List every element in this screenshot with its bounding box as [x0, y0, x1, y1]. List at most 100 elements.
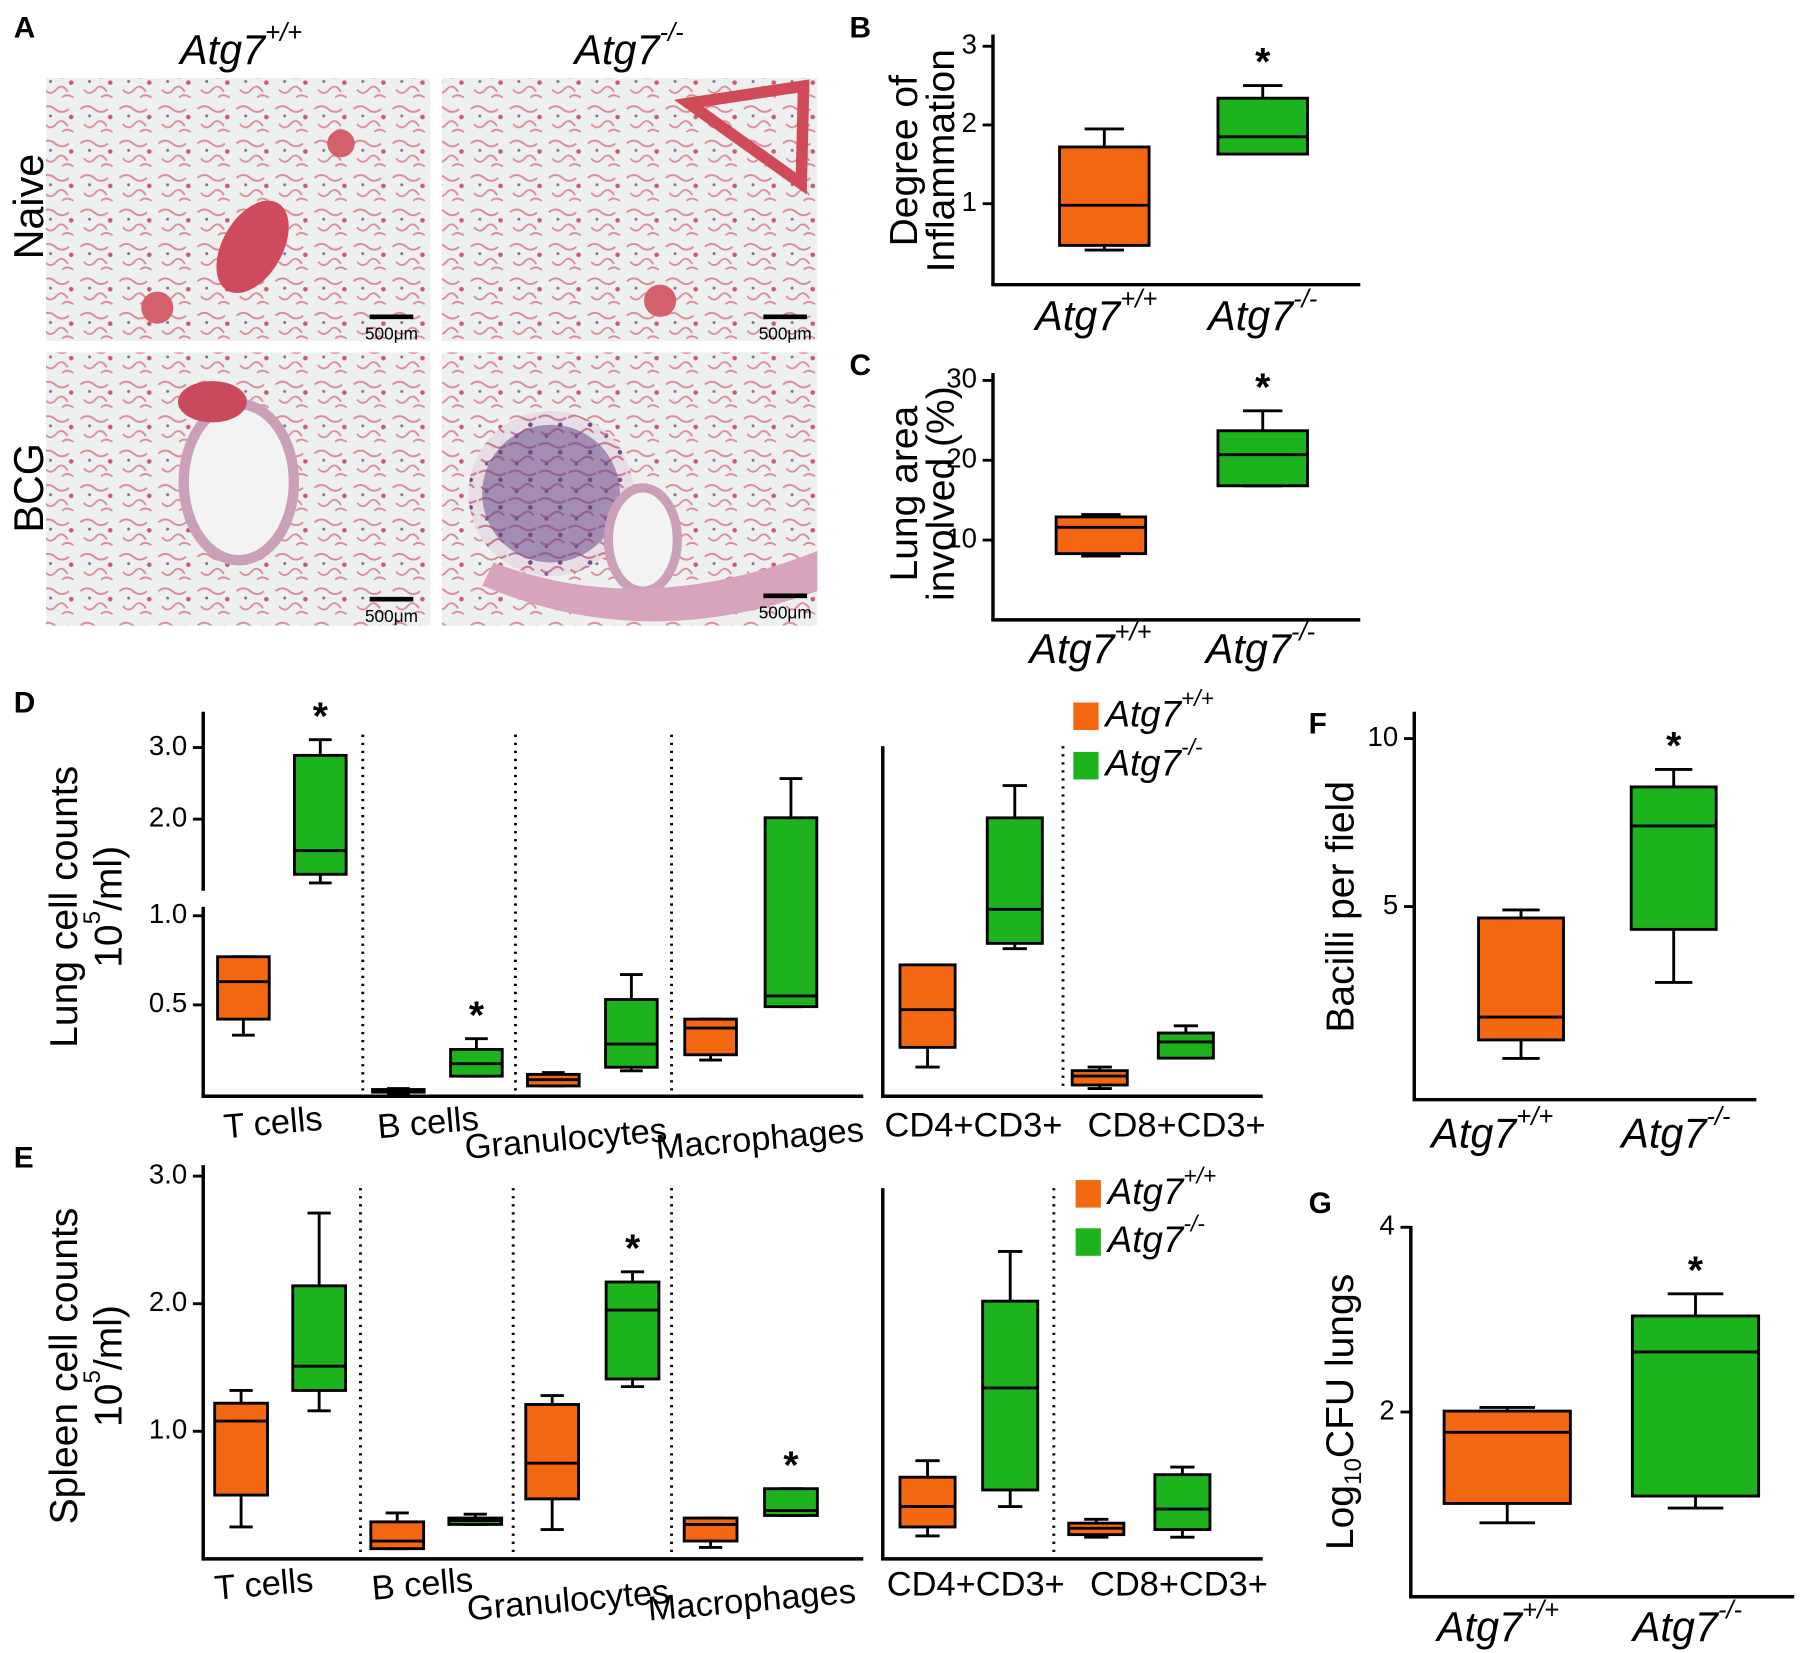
x-tick-label-part: Atg7	[1630, 1604, 1720, 1650]
y-axis-label-part: /ml)	[88, 1305, 131, 1370]
histology	[45, 78, 818, 626]
y-tick-label: 30	[946, 363, 977, 394]
y-tick-label: 2	[962, 107, 977, 138]
box-plot: *	[1216, 41, 1309, 156]
y-axis-label: Lung cell counts	[43, 766, 86, 1048]
y-tick-label: 1.0	[149, 1414, 187, 1445]
x-tick-label: Atg7+/+	[1434, 1596, 1559, 1650]
x-tick-label-part: Atg7	[1205, 293, 1295, 339]
row-label: BCG	[6, 443, 52, 533]
x-tick-label-part: -/-	[1293, 285, 1317, 313]
x-tick-label: Atg7-/-	[1630, 1596, 1742, 1650]
box	[524, 1403, 581, 1501]
box-plot	[1058, 127, 1151, 252]
box-plot	[1442, 1405, 1572, 1525]
y-tick-label: 20	[946, 443, 977, 474]
box	[1216, 429, 1309, 488]
box-plot	[526, 1071, 581, 1088]
box	[1216, 96, 1309, 156]
legend-swatch	[1073, 702, 1099, 731]
x-tick-label-part: Atg7	[1027, 626, 1117, 672]
column-header-part: -/-	[660, 19, 684, 47]
y-tick-label: 3.0	[149, 730, 187, 761]
vessel	[141, 291, 174, 324]
box-plot	[216, 955, 271, 1037]
x-tick-label: CD4+CD3+	[884, 1106, 1062, 1144]
row-label: Naive	[6, 154, 52, 260]
box	[981, 1299, 1040, 1492]
box	[213, 1401, 269, 1497]
box	[369, 1520, 426, 1551]
y-axis-label-part: CFU lungs	[1319, 1274, 1362, 1458]
box	[763, 816, 819, 1009]
legend-label: Atg7+/+	[1103, 685, 1213, 734]
panel: 10 20 30 C *	[849, 349, 1361, 622]
scale-bars	[369, 314, 808, 602]
box	[1156, 1031, 1215, 1060]
significance-label: *	[783, 1444, 799, 1487]
image-naive-wt	[45, 78, 431, 341]
legend-label-part: Atg7	[1103, 742, 1182, 783]
box-plot	[1156, 1024, 1215, 1060]
significance-label: *	[1255, 41, 1271, 84]
legend-swatch	[1075, 1180, 1101, 1208]
x-tick-label: Atg7-/-	[1618, 1103, 1730, 1157]
significance-label: *	[1666, 725, 1682, 768]
panel	[881, 746, 1263, 1098]
y-tick-label: 10	[1368, 721, 1399, 752]
box	[216, 955, 271, 1021]
x-tick-label: T cells	[213, 1561, 315, 1607]
box	[985, 816, 1044, 945]
y-axis-label: Log10CFU lungs	[1319, 1274, 1367, 1550]
legend-label-part: -/-	[1183, 1211, 1205, 1237]
x-tick-label: Granulocytes	[463, 1111, 668, 1167]
panel-letter: F	[1309, 707, 1327, 740]
y-axis-label: 105/ml)	[79, 846, 130, 968]
box-plot	[763, 777, 819, 1009]
box-plot	[291, 1211, 347, 1413]
y-axis-label-part: Log	[1319, 1485, 1362, 1550]
airway-wall	[482, 551, 818, 622]
y-tick-label: 0.5	[149, 987, 187, 1018]
legend-label-part: -/-	[1181, 734, 1203, 760]
x-tick-label-part: +/+	[1120, 285, 1157, 313]
significance-label: *	[469, 994, 485, 1037]
y-axis-label: Spleen cell counts	[43, 1208, 86, 1525]
significance-label: *	[313, 695, 329, 738]
box-plot	[604, 973, 659, 1073]
column-header-part: Atg7	[572, 27, 662, 73]
panel-letter: D	[14, 687, 36, 720]
box	[291, 1284, 347, 1392]
legend-label-part: Atg7	[1106, 1219, 1185, 1260]
vessel	[644, 284, 677, 317]
y-axis-label-part: 5	[79, 911, 106, 924]
box	[1054, 515, 1148, 556]
panel: 1 2 3 B *	[849, 12, 1361, 287]
y-tick-label: 10	[946, 522, 977, 553]
column-header: Atg7-/-	[572, 19, 684, 73]
x-tick-label-part: Atg7	[1203, 626, 1293, 672]
airway	[178, 398, 300, 566]
legend-label-part: Atg7	[1103, 693, 1182, 734]
panel-letter: B	[849, 12, 871, 45]
column-header: Atg7+/+	[177, 19, 302, 73]
legend-label-part: +/+	[1181, 685, 1214, 711]
box	[1629, 785, 1718, 931]
box-plot	[898, 1459, 957, 1538]
x-tick-label-part: -/-	[1706, 1103, 1730, 1131]
legend-label-part: Atg7	[1106, 1171, 1185, 1212]
legend-label: Atg7+/+	[1106, 1162, 1216, 1211]
box	[293, 753, 348, 876]
y-axis-label-part: 10	[1340, 1458, 1367, 1485]
box-plot	[213, 1389, 269, 1529]
legend-swatch	[1075, 1228, 1101, 1256]
y-axis-label: involved (%)	[920, 386, 963, 601]
box-plot	[1070, 1065, 1129, 1091]
granuloma-core	[482, 424, 620, 563]
x-tick-label: Atg7+/+	[1428, 1103, 1553, 1157]
box	[898, 1475, 957, 1529]
vessel	[216, 200, 289, 294]
box	[898, 963, 957, 1049]
box-plot	[1153, 1465, 1212, 1539]
